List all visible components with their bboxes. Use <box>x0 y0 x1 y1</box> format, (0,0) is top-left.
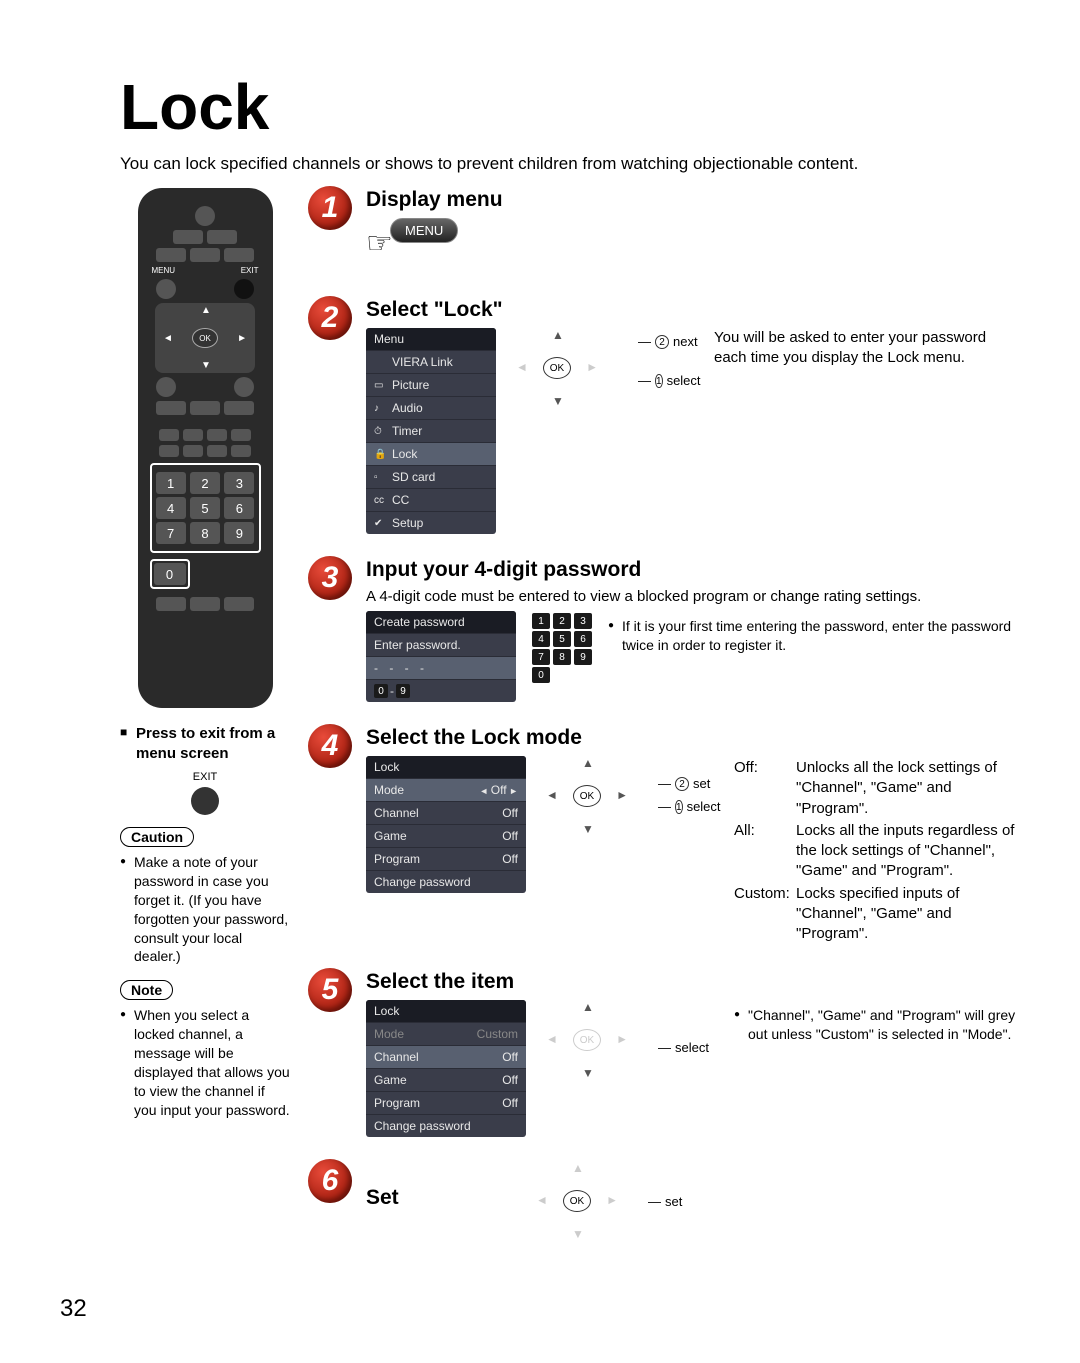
left-column: MENUEXIT ▲ ▼ ◄ ► OK 123 456 789 0 Press … <box>120 188 290 1265</box>
hand-icon: ☞ <box>366 226 393 261</box>
remote-menu-label: MENU <box>152 266 176 275</box>
remote-control: MENUEXIT ▲ ▼ ◄ ► OK 123 456 789 0 <box>138 188 273 708</box>
page-title: Lock <box>120 70 1020 144</box>
step2-nav-diagram: ▲ ▼ ◄ ► OK <box>512 328 622 408</box>
steps-column: 1 Display menu MENU ☞ 2 Select "Lock" Me… <box>308 188 1020 1265</box>
step-4: 4 Select the Lock mode Lock Mode◄ Off ► … <box>308 726 1020 946</box>
menu-button-graphic: MENU <box>390 218 458 243</box>
step-number-4: 4 <box>308 724 352 768</box>
step6-title: Set <box>366 1186 516 1210</box>
step5-lock-panel: Lock ModeCustom ChannelOff GameOff Progr… <box>366 1000 526 1137</box>
exit-button-icon <box>191 787 219 815</box>
step3-title: Input your 4-digit password <box>366 558 1020 582</box>
step-number-1: 1 <box>308 186 352 230</box>
step-number-3: 3 <box>308 556 352 600</box>
exit-label: EXIT <box>120 771 290 783</box>
step4-title: Select the Lock mode <box>366 726 1020 750</box>
step-2: 2 Select "Lock" Menu VIERA Link ▭Picture… <box>308 298 1020 534</box>
step-number-2: 2 <box>308 296 352 340</box>
step3-keypad-icon: 123 456 789 0 <box>532 611 592 685</box>
step5-title: Select the item <box>366 970 1020 994</box>
step6-nav-diagram: ▲ ▼ ◄ ► OK <box>532 1161 632 1241</box>
remote-ok: OK <box>192 328 218 348</box>
step-number-6: 6 <box>308 1159 352 1203</box>
step-6: 6 Set ▲ ▼ ◄ ► OK — set <box>308 1161 1020 1241</box>
note-text: When you select a locked channel, a mess… <box>120 1006 290 1119</box>
remote-keypad: 123 456 789 <box>150 463 261 553</box>
step4-lock-panel: Lock Mode◄ Off ► ChannelOff GameOff Prog… <box>366 756 526 893</box>
step3-sub: A 4-digit code must be entered to view a… <box>366 588 1020 605</box>
press-exit-heading: Press to exit from a menu screen <box>120 724 290 763</box>
step-5: 5 Select the item Lock ModeCustom Channe… <box>308 970 1020 1137</box>
step1-title: Display menu <box>366 188 1020 212</box>
page-number: 32 <box>60 1295 87 1323</box>
intro-text: You can lock specified channels or shows… <box>120 154 1020 174</box>
step-number-5: 5 <box>308 968 352 1012</box>
step2-side-text: You will be asked to enter your password… <box>714 328 1020 369</box>
step5-nav-diagram: ▲ ▼ ◄ ► OK <box>542 1000 642 1080</box>
step3-password-panel: Create password Enter password. - - - - … <box>366 611 516 702</box>
remote-exit-label: EXIT <box>241 266 259 275</box>
caution-pill: Caution <box>120 827 194 847</box>
note-pill: Note <box>120 980 173 1000</box>
step2-menu-panel: Menu VIERA Link ▭Picture ♪Audio ⏱Timer 🔒… <box>366 328 496 534</box>
step2-title: Select "Lock" <box>366 298 1020 322</box>
step4-nav-diagram: ▲ ▼ ◄ ► OK <box>542 756 642 836</box>
step3-side-text: If it is your first time entering the pa… <box>608 617 1020 655</box>
step-3: 3 Input your 4-digit password A 4-digit … <box>308 558 1020 702</box>
caution-text: Make a note of your password in case you… <box>120 853 290 966</box>
step5-side-text: "Channel", "Game" and "Program" will gre… <box>734 1006 1020 1044</box>
step-1: 1 Display menu MENU ☞ <box>308 188 1020 274</box>
